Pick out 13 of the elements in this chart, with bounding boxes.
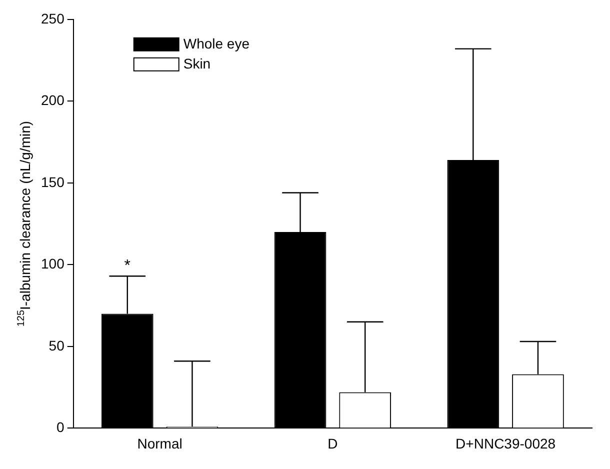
y-tick-label: 250 [41,10,65,26]
x-tick-label: D [328,435,338,452]
y-tick-label: 200 [41,92,65,108]
x-tick-label: D+NNC39-0028 [456,435,556,452]
legend-label: Skin [183,55,211,72]
annotation: * [124,258,130,275]
y-tick-label: 0 [56,419,65,436]
y-tick-label: 150 [41,174,65,190]
y-tick-label: 50 [48,337,65,354]
x-tick-label: Normal [137,435,182,452]
y-axis-title: 125I-albumin clearance (nL/g/min) [16,120,33,327]
legend-label: Whole eye [183,35,250,52]
y-tick-label: 100 [41,256,65,272]
